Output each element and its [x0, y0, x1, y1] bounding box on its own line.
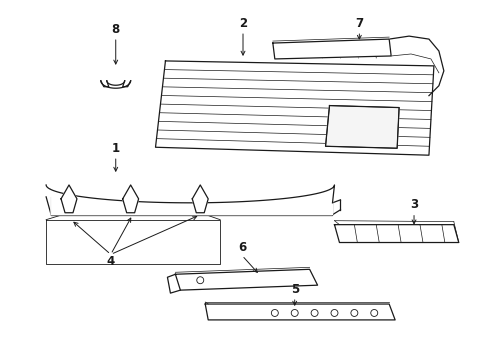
Polygon shape: [334, 225, 458, 243]
Text: 7: 7: [355, 17, 363, 30]
Text: 1: 1: [111, 142, 120, 155]
Circle shape: [350, 310, 357, 316]
Circle shape: [271, 310, 278, 316]
Text: 6: 6: [237, 241, 245, 254]
Text: 5: 5: [290, 283, 298, 296]
Polygon shape: [272, 39, 390, 59]
Polygon shape: [122, 185, 138, 213]
Circle shape: [370, 310, 377, 316]
Polygon shape: [325, 105, 398, 148]
Text: 2: 2: [239, 17, 246, 30]
Polygon shape: [46, 185, 334, 215]
Polygon shape: [175, 269, 317, 290]
Polygon shape: [205, 304, 394, 320]
Polygon shape: [61, 185, 77, 213]
Text: 8: 8: [111, 23, 120, 36]
Circle shape: [196, 277, 203, 284]
Polygon shape: [155, 61, 433, 155]
Circle shape: [310, 310, 317, 316]
Circle shape: [291, 310, 298, 316]
Circle shape: [330, 310, 337, 316]
Text: 4: 4: [106, 255, 115, 268]
Text: 3: 3: [409, 198, 417, 211]
Polygon shape: [192, 185, 208, 213]
